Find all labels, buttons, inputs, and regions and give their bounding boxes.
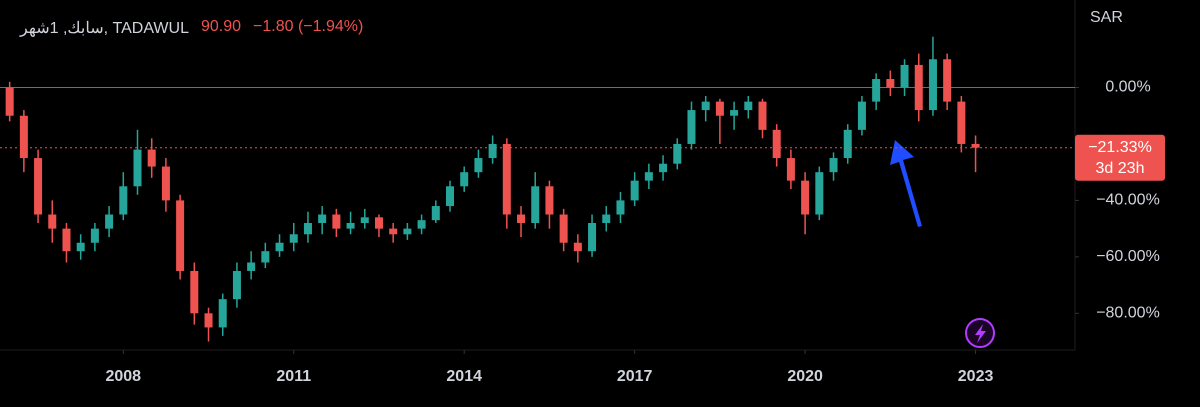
candle-body <box>687 110 696 144</box>
candle-body <box>275 242 284 252</box>
candle-body <box>815 172 824 215</box>
candle-body <box>857 101 866 130</box>
candle-body <box>730 110 739 116</box>
price: 90.90 <box>200 18 242 35</box>
candle-body <box>360 217 369 223</box>
candle-body <box>914 64 923 111</box>
candle-body <box>602 214 611 223</box>
lightning-icon-glyph <box>975 324 986 343</box>
candle-body <box>62 228 71 252</box>
candle-body <box>105 214 114 229</box>
x-tick-label: 2020 <box>787 368 823 385</box>
candle-body <box>772 129 781 159</box>
candle-body <box>446 186 454 207</box>
candle-body <box>218 299 227 328</box>
candle-body <box>673 143 682 164</box>
candle-body <box>289 234 298 243</box>
candle-body <box>531 186 540 223</box>
y-tick-label: −40.00% <box>1096 192 1160 209</box>
candle-body <box>559 214 568 243</box>
y-tick-label: −80.00% <box>1096 305 1160 322</box>
candle-body <box>517 214 526 223</box>
candle-body <box>147 149 156 167</box>
candle-body <box>460 172 469 187</box>
candle-body <box>474 158 483 173</box>
candle-body <box>332 214 341 229</box>
currency: SAR <box>1090 9 1123 26</box>
candle-body <box>715 101 724 116</box>
candle-body <box>318 214 327 223</box>
candle-body <box>161 166 170 201</box>
candle-body <box>190 270 199 314</box>
candle-body <box>971 143 980 148</box>
candle-body <box>701 101 710 111</box>
candle-body <box>119 186 128 215</box>
arrow-annotation <box>890 140 922 227</box>
candle-body <box>261 251 270 263</box>
candle-body <box>786 158 795 181</box>
candle-body <box>417 220 426 229</box>
candle-body <box>488 143 497 159</box>
x-tick-label: 2023 <box>958 368 994 385</box>
candle-body <box>76 242 85 252</box>
countdown: 3d 23h <box>1096 160 1145 177</box>
candle-body <box>133 149 142 187</box>
x-tick-label: 2008 <box>105 368 141 385</box>
candle-body <box>431 206 440 221</box>
candle-body <box>502 143 511 215</box>
candle-body <box>872 79 881 102</box>
header: سابك, 1شهر, TADAWUL 90.90 −1.80 (−1.94%) <box>20 18 363 38</box>
candle-body <box>829 158 838 173</box>
candle-body <box>90 228 99 243</box>
last-value-label: −21.33% <box>1088 139 1152 156</box>
last-value-badge <box>1075 134 1165 181</box>
candle-body <box>843 129 852 159</box>
candle-body <box>545 186 554 215</box>
candle-body <box>19 115 28 159</box>
candle-body <box>403 228 412 235</box>
candle-body <box>801 180 810 215</box>
candle-body <box>900 64 909 88</box>
y-tick-label: 0.00% <box>1105 79 1150 96</box>
candle-body <box>630 180 639 201</box>
candle-body <box>5 87 14 116</box>
y-tick-label: −60.00% <box>1096 248 1160 265</box>
candle-body <box>928 59 937 111</box>
candle-body <box>374 217 383 229</box>
candle-body <box>247 262 256 271</box>
x-tick-label: 2011 <box>276 368 311 385</box>
candle-body <box>588 222 597 252</box>
candle-body <box>176 200 185 271</box>
x-tick-label: 2017 <box>617 368 653 385</box>
candle-body <box>744 101 753 111</box>
candle-body <box>204 313 213 328</box>
candle-body <box>886 79 895 88</box>
candle-body <box>644 172 653 181</box>
price-change: −1.80 (−1.94%) <box>253 18 364 35</box>
candle-body <box>48 214 57 229</box>
symbol-title: سابك, 1شهر, TADAWUL <box>20 20 189 37</box>
candle-body <box>573 242 582 252</box>
candle-body <box>943 59 952 102</box>
candle-body <box>389 228 398 235</box>
candle-body <box>758 101 767 130</box>
candle-body <box>659 163 668 173</box>
candle-body <box>346 222 355 229</box>
candle-body <box>232 270 241 300</box>
candle-body <box>616 200 625 215</box>
x-tick-label: 2014 <box>446 368 482 385</box>
candle-body <box>303 222 312 235</box>
candle-body <box>957 101 966 144</box>
candle-body <box>34 158 43 215</box>
